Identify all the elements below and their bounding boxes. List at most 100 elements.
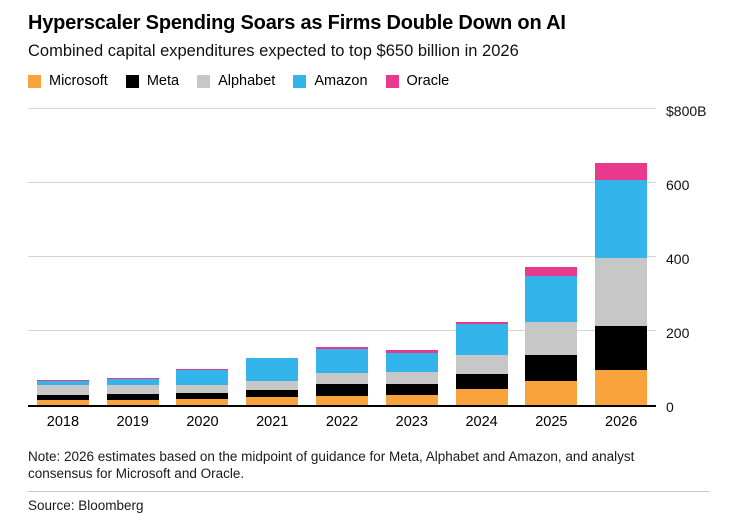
bar-slot-2025 <box>516 111 586 405</box>
bar-2018 <box>36 379 89 405</box>
gridline-200 <box>28 330 656 331</box>
bar-segment-meta-2021 <box>246 390 299 398</box>
bar-segment-microsoft-2024 <box>455 388 508 405</box>
x-tick-2023: 2023 <box>395 414 428 430</box>
bar-segment-alphabet-2026 <box>595 257 648 327</box>
bar-segment-oracle-2026 <box>595 163 648 181</box>
bar-2019 <box>106 378 159 405</box>
x-tick-2019: 2019 <box>116 414 149 430</box>
bar-segment-alphabet-2019 <box>106 385 159 395</box>
legend-label-microsoft: Microsoft <box>49 73 108 89</box>
bar-segment-alphabet-2021 <box>246 380 299 391</box>
bar-slot-2022 <box>307 111 377 405</box>
x-tick-2021: 2021 <box>256 414 289 430</box>
bar-segment-meta-2020 <box>176 392 229 399</box>
bar-slot-2021 <box>237 111 307 405</box>
bar-segment-oracle-2025 <box>525 266 578 276</box>
bar-segment-meta-2019 <box>106 394 159 400</box>
bar-2022 <box>316 347 369 405</box>
bar-slot-2023 <box>377 111 447 405</box>
stacked-bar-chart: $800B 0 200 400 600 2018 2019 2020 2021 2022 202… <box>28 103 710 430</box>
bar-segment-alphabet-2024 <box>455 355 508 375</box>
gridline-600 <box>28 182 656 183</box>
bar-2026 <box>595 163 648 405</box>
legend-label-meta: Meta <box>146 73 180 89</box>
y-axis-max-label: $800B <box>666 103 707 119</box>
bar-segment-oracle-2023 <box>385 349 438 353</box>
bar-segment-alphabet-2018 <box>36 385 89 395</box>
chart-source: Source: Bloomberg <box>28 498 144 513</box>
bar-segment-microsoft-2023 <box>385 394 438 405</box>
bar-segment-microsoft-2025 <box>525 381 578 405</box>
chart-subtitle: Combined capital expenditures expected t… <box>28 42 519 60</box>
bar-2020 <box>176 369 229 405</box>
bar-segment-meta-2022 <box>316 384 369 397</box>
x-tick-2025: 2025 <box>535 414 568 430</box>
x-axis: 2018 2019 2020 2021 2022 2023 2024 2025 2026 <box>28 414 656 430</box>
y-tick-400: 400 <box>666 251 690 267</box>
legend-item-microsoft: Microsoft <box>28 73 108 89</box>
meta-swatch-icon <box>125 74 139 88</box>
bar-segment-amazon-2019 <box>106 379 159 386</box>
gridline-400 <box>28 256 656 257</box>
y-tick-200: 200 <box>666 325 690 341</box>
bar-segment-alphabet-2023 <box>385 372 438 385</box>
bar-segment-oracle-2019 <box>106 378 159 380</box>
bar-segment-oracle-2020 <box>176 369 229 370</box>
y-axis: $800B 0 200 400 600 <box>656 103 710 415</box>
bar-slot-2019 <box>98 111 168 405</box>
x-tick-2024: 2024 <box>465 414 498 430</box>
x-tick-2018: 2018 <box>46 414 80 430</box>
chart-note: Note: 2026 estimates based on the midpoi… <box>28 449 635 481</box>
bar-slot-2026 <box>586 111 656 405</box>
bar-segment-microsoft-2020 <box>176 398 229 405</box>
bar-segment-meta-2023 <box>385 384 438 395</box>
chart-title: Hyperscaler Spending Soars as Firms Doub… <box>28 12 566 34</box>
bars <box>28 111 656 405</box>
legend-item-oracle: Oracle <box>385 73 450 89</box>
bar-segment-microsoft-2021 <box>246 397 299 405</box>
bar-2025 <box>525 266 578 405</box>
bar-segment-meta-2026 <box>595 326 648 370</box>
bar-segment-microsoft-2022 <box>316 396 369 405</box>
bar-segment-oracle-2021 <box>246 357 299 359</box>
bar-segment-amazon-2020 <box>176 369 229 385</box>
bar-slot-2020 <box>168 111 238 405</box>
amazon-swatch-icon <box>293 74 307 88</box>
bar-segment-amazon-2024 <box>455 324 508 356</box>
bar-segment-microsoft-2026 <box>595 369 648 405</box>
bar-segment-amazon-2022 <box>316 349 369 373</box>
gridline-800 <box>28 108 656 109</box>
legend-item-amazon: Amazon <box>293 73 368 89</box>
bar-slot-2024 <box>447 111 517 405</box>
bar-segment-oracle-2022 <box>316 347 369 350</box>
legend-label-oracle: Oracle <box>406 73 450 89</box>
bar-segment-amazon-2026 <box>595 180 648 258</box>
bar-segment-alphabet-2022 <box>316 372 369 385</box>
bar-segment-meta-2024 <box>455 374 508 389</box>
footer-divider <box>28 491 710 492</box>
bar-segment-amazon-2023 <box>385 352 438 373</box>
x-tick-2026: 2026 <box>605 414 638 430</box>
bar-segment-oracle-2018 <box>36 379 89 381</box>
x-tick-2022: 2022 <box>325 414 359 430</box>
bar-segment-alphabet-2020 <box>176 384 229 393</box>
bar-segment-microsoft-2018 <box>36 399 89 405</box>
bar-slot-2018 <box>28 111 98 405</box>
legend-label-amazon: Amazon <box>314 73 368 89</box>
bar-segment-alphabet-2025 <box>525 321 578 356</box>
legend-item-alphabet: Alphabet <box>197 73 275 89</box>
legend: Microsoft Meta Alphabet Amazon Oracle <box>28 73 710 89</box>
bar-segment-meta-2025 <box>525 355 578 382</box>
bar-segment-oracle-2024 <box>455 321 508 325</box>
plot-area <box>28 108 656 407</box>
legend-label-alphabet: Alphabet <box>218 73 276 89</box>
oracle-swatch-icon <box>385 74 399 88</box>
bar-2021 <box>246 357 299 405</box>
bar-2024 <box>455 321 508 405</box>
y-tick-600: 600 <box>666 177 690 193</box>
legend-item-meta: Meta <box>125 73 180 89</box>
x-tick-2020: 2020 <box>186 414 219 430</box>
bar-segment-amazon-2018 <box>36 380 89 386</box>
